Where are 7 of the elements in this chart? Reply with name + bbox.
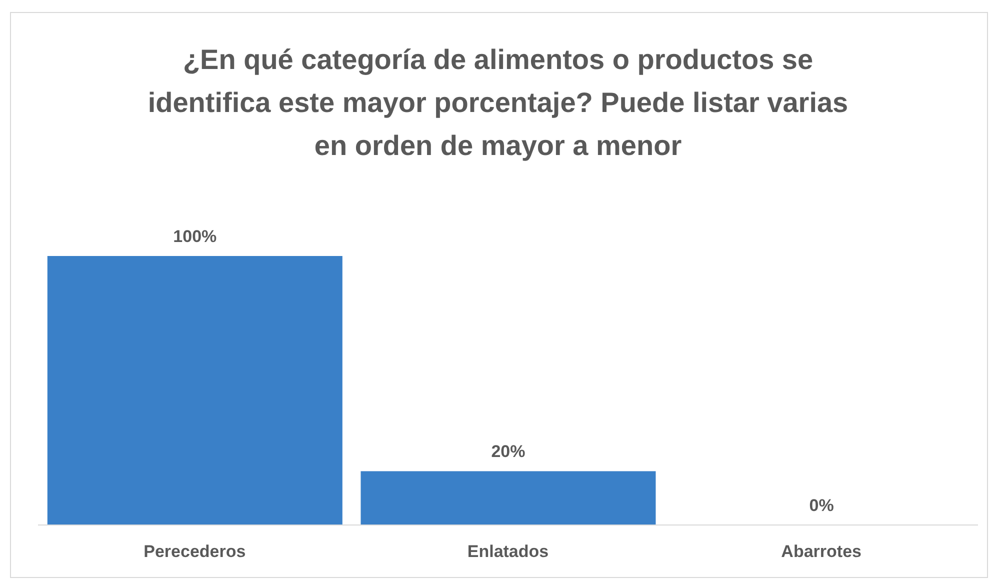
chart-title: ¿En qué categoría de alimentos o productos se identifica este mayor porcentaje? Puede listar varias en orden de mayor a menor bbox=[146, 43, 850, 163]
x-tick-label: Enlatados bbox=[467, 542, 549, 562]
data-label: 0% bbox=[809, 496, 834, 515]
data-label: 20% bbox=[491, 442, 526, 462]
x-tick-label: Abarrotes bbox=[781, 542, 862, 562]
data-label: 100% bbox=[173, 227, 217, 246]
x-tick-label: Perecederos bbox=[144, 542, 246, 562]
